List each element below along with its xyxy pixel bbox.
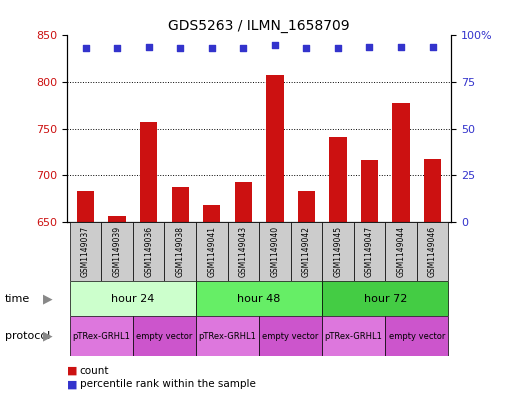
Bar (322, 281, 448, 316)
Bar (266, 75, 284, 222)
Point (176, 45, 184, 51)
Text: empty vector: empty vector (136, 332, 193, 340)
Text: GSM1149044: GSM1149044 (397, 226, 405, 277)
Bar (196, 316, 259, 356)
Point (271, 42, 279, 48)
Bar (298, 191, 315, 222)
Bar (417, 222, 448, 281)
Bar (322, 316, 385, 356)
Bar (203, 205, 221, 222)
Text: hour 24: hour 24 (111, 294, 154, 304)
Bar (133, 316, 196, 356)
Point (208, 45, 216, 51)
Point (302, 45, 310, 51)
Bar (196, 281, 322, 316)
Text: protocol: protocol (5, 331, 50, 341)
Bar (329, 137, 347, 222)
Bar (108, 215, 126, 222)
Bar (322, 222, 353, 281)
Point (145, 44, 153, 50)
Text: ▶: ▶ (43, 292, 52, 305)
Bar (259, 316, 322, 356)
Point (397, 44, 405, 50)
Text: GSM1149037: GSM1149037 (81, 226, 90, 277)
Bar (77, 191, 94, 222)
Point (82, 45, 90, 51)
Text: GSM1149047: GSM1149047 (365, 226, 374, 277)
Bar (102, 222, 133, 281)
Bar (70, 281, 196, 316)
Text: GSM1149039: GSM1149039 (113, 226, 122, 277)
Text: hour 72: hour 72 (364, 294, 407, 304)
Text: time: time (5, 294, 30, 304)
Bar (165, 222, 196, 281)
Point (365, 44, 373, 50)
Text: ■: ■ (67, 379, 77, 389)
Bar (70, 222, 102, 281)
Bar (353, 222, 385, 281)
Bar (385, 316, 448, 356)
Bar (361, 160, 378, 222)
Text: percentile rank within the sample: percentile rank within the sample (80, 379, 255, 389)
Text: GSM1149043: GSM1149043 (239, 226, 248, 277)
Text: GSM1149038: GSM1149038 (176, 226, 185, 277)
Text: empty vector: empty vector (388, 332, 445, 340)
Text: pTRex-GRHL1: pTRex-GRHL1 (325, 332, 383, 340)
Bar (228, 222, 259, 281)
Text: count: count (80, 365, 109, 376)
Title: GDS5263 / ILMN_1658709: GDS5263 / ILMN_1658709 (168, 19, 350, 33)
Text: ■: ■ (67, 365, 77, 376)
Point (334, 45, 342, 51)
Text: ▶: ▶ (43, 329, 52, 343)
Text: pTRex-GRHL1: pTRex-GRHL1 (72, 332, 130, 340)
Text: empty vector: empty vector (263, 332, 319, 340)
Text: hour 48: hour 48 (238, 294, 281, 304)
Text: GSM1149041: GSM1149041 (207, 226, 216, 277)
Text: GSM1149042: GSM1149042 (302, 226, 311, 277)
Bar (290, 222, 322, 281)
Point (239, 45, 247, 51)
Bar (259, 222, 290, 281)
Bar (133, 222, 165, 281)
Bar (424, 158, 441, 222)
Text: GSM1149036: GSM1149036 (144, 226, 153, 277)
Point (113, 45, 121, 51)
Bar (196, 222, 228, 281)
Bar (234, 182, 252, 222)
Text: GSM1149045: GSM1149045 (333, 226, 342, 277)
Bar (171, 187, 189, 222)
Bar (385, 222, 417, 281)
Bar (392, 103, 410, 222)
Text: GSM1149040: GSM1149040 (270, 226, 280, 277)
Point (428, 44, 437, 50)
Text: GSM1149046: GSM1149046 (428, 226, 437, 277)
Bar (70, 316, 133, 356)
Bar (140, 122, 157, 222)
Text: pTRex-GRHL1: pTRex-GRHL1 (199, 332, 256, 340)
